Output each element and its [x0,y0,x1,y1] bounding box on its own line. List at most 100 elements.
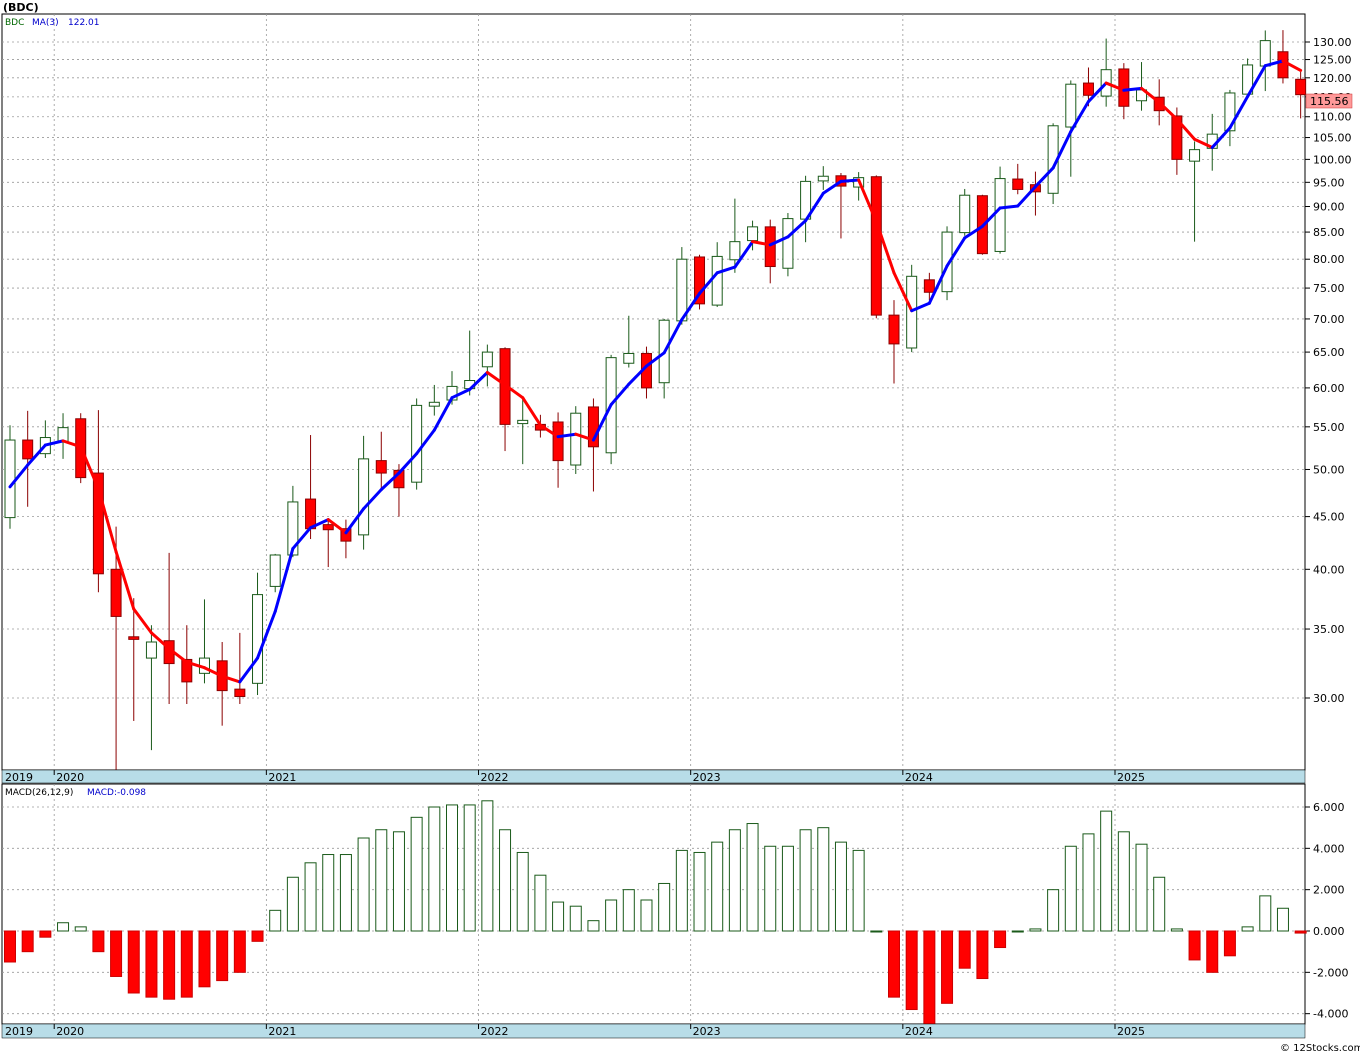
ma-segment [1104,81,1126,92]
candle-body [570,412,582,466]
price-tick-label: 75.00 [1313,282,1345,295]
macd-bar [1241,926,1254,932]
ma-segment [79,445,100,491]
macd-bar [304,862,317,932]
price-tick-label: 110.00 [1313,111,1352,124]
ma-segment [1069,100,1090,134]
ma-segment [43,439,65,447]
year-label: 2019 [5,771,33,784]
macd-bar [852,849,865,932]
candle [358,435,370,550]
price-year-band [1,769,1306,784]
year-label: 2023 [693,771,721,784]
symbol-label: BDC [5,18,24,28]
ma-segment [715,265,737,275]
year-label: 2020 [56,771,84,784]
ma-segment [945,236,967,268]
price-tick-label: 35.00 [1313,623,1345,636]
candle-body [340,528,352,542]
ma-segment [963,224,984,240]
price-tick-label: 120.00 [1313,72,1352,85]
macd-bar [994,930,1007,949]
macd-bar [976,930,989,980]
macd-bar [728,829,741,932]
ma-segment [892,271,914,313]
candle-body [711,255,723,306]
candle [888,300,900,384]
macd-bar [269,909,282,932]
macd-bar [92,930,105,953]
candle [145,625,157,751]
candle-body [676,258,688,322]
candle [694,254,706,310]
candle [322,520,334,568]
macd-bar [21,930,34,953]
macd-bar [817,827,830,932]
ma-segment [344,507,366,535]
macd-bar [658,882,671,932]
candle-body [287,501,299,556]
candle-body [694,256,706,305]
candle [128,598,140,721]
ma-segment [998,204,1020,210]
candle [428,384,440,416]
candle [817,166,829,190]
candle-body [269,554,281,587]
ma-segment [980,206,1002,228]
ma-segment [839,178,861,183]
macd-bar [941,930,954,1004]
ma-segment [485,371,507,387]
candle-body [959,194,971,234]
year-label: 2022 [481,1025,509,1038]
price-tick-label: 45.00 [1313,511,1345,524]
candle-body [517,419,529,425]
macd-year-band [1,1023,1306,1039]
candle [22,410,34,507]
candle-body [1277,51,1289,79]
ma-segment [114,550,136,611]
ma-segment [1157,100,1179,121]
macd-bar [1188,930,1201,961]
candle [782,213,794,277]
macd-bar [1206,930,1219,973]
macd-bar [1047,889,1060,932]
candle [181,625,193,705]
candle-body [428,401,440,407]
ma-segment [415,428,436,456]
ma-segment [574,432,595,442]
candle [1224,89,1236,147]
ma-segment [185,660,206,670]
macd-bar [1135,843,1148,932]
macd-bar [1223,930,1236,957]
candle [1065,80,1077,177]
candle-body [358,458,370,536]
price-tick-label: 130.00 [1313,36,1352,49]
ma-segment [1051,130,1073,170]
last-price-value: 115.56 [1310,95,1349,108]
ma-segment [751,240,772,247]
macd-bar [622,889,635,932]
ma-segment [927,264,949,305]
price-tick-label: 105.00 [1313,132,1352,145]
macd-tick-label: 2.000 [1313,884,1345,897]
year-label: 2023 [693,1025,721,1038]
macd-bar [463,804,476,932]
ma-segment [521,396,542,427]
macd-bar [693,851,706,932]
macd-bar [764,845,777,932]
macd-bar [1259,895,1272,932]
macd-bar [640,899,653,932]
ma-segment [591,403,613,442]
price-tick-label: 95.00 [1313,176,1345,189]
ma-segment [202,666,224,678]
ma-segment [874,220,896,275]
macd-year-labels: 2019 2020 2021 2022 2023 2024 2025 [5,1024,1145,1038]
candle-body [888,314,900,345]
candle [481,344,493,387]
candle-body [764,226,776,268]
macd-tick-label: 0.000 [1313,925,1345,938]
ma-segment [273,547,295,613]
macd-bar [1294,930,1307,934]
year-label: 2019 [5,1025,33,1038]
